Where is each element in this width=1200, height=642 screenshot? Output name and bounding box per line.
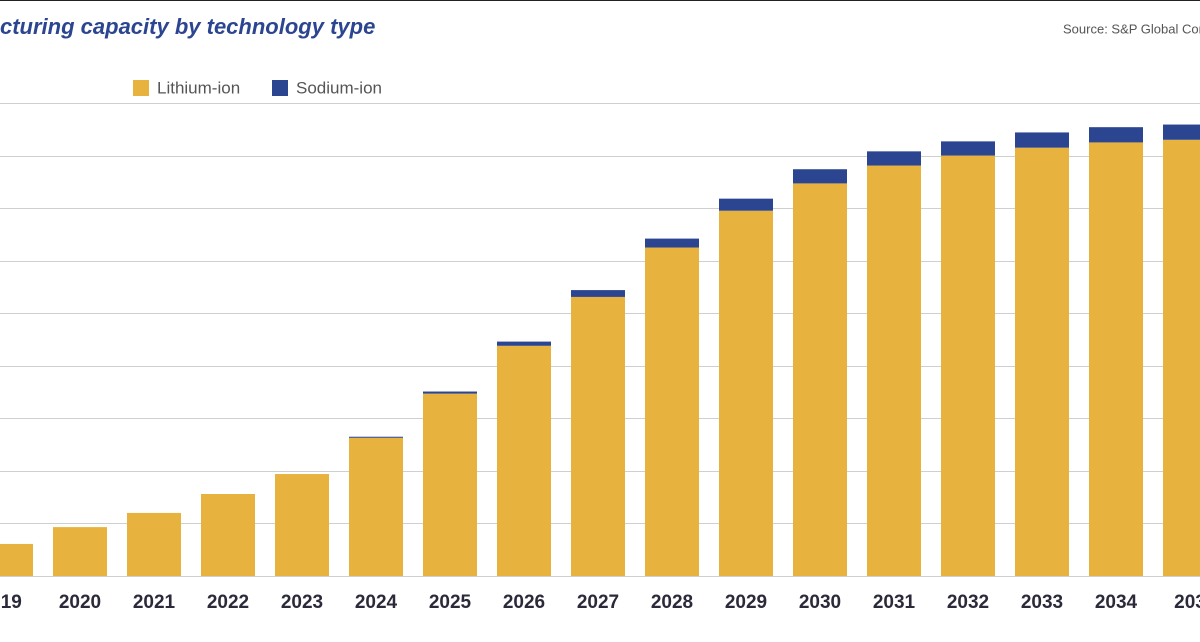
x-tick-label: 019 — [0, 592, 22, 613]
bar-segment — [0, 543, 33, 576]
source: Source: S&P Global Comm — [1063, 21, 1200, 36]
bar-segment — [719, 210, 773, 576]
bar-segment — [201, 494, 255, 576]
x-tick-label: 2023 — [281, 592, 323, 613]
bar-segment — [571, 290, 625, 297]
x-tick-label: 2033 — [1021, 592, 1063, 613]
bar-segment — [645, 247, 699, 576]
bar-segment — [349, 436, 403, 438]
legend-swatch — [133, 80, 149, 96]
bar-segment — [571, 296, 625, 576]
bar-segment — [1015, 132, 1069, 148]
bar-segment — [1089, 127, 1143, 143]
bar-segment — [1015, 147, 1069, 576]
bar-segment — [867, 165, 921, 576]
legend-label: Lithium-ion — [157, 78, 240, 97]
bar-segment — [867, 151, 921, 166]
x-tick-label: 2020 — [59, 592, 101, 613]
bar-segment — [793, 169, 847, 184]
bar-segment — [53, 527, 107, 576]
legend-label: Sodium-ion — [296, 78, 382, 97]
x-tick-label: 203 — [1174, 592, 1200, 613]
chart-title: cturing capacity by technology type — [0, 14, 375, 39]
bar-segment — [1163, 139, 1200, 577]
bar-segment — [1089, 142, 1143, 576]
bar-segment — [645, 238, 699, 248]
bar-segment — [1163, 124, 1200, 140]
bar-segment — [349, 437, 403, 576]
bar-segment — [941, 155, 995, 577]
bar-segment — [423, 393, 477, 576]
x-tick-label: 2026 — [503, 592, 545, 613]
bar-segment — [497, 341, 551, 346]
legend: Lithium-ion Sodium-ion — [133, 78, 382, 97]
x-tick-label: 2031 — [873, 592, 916, 613]
bar-segment — [497, 345, 551, 576]
bar-segment — [275, 474, 329, 576]
legend-swatch — [272, 80, 288, 96]
bars — [0, 124, 1200, 577]
bar-segment — [127, 512, 181, 576]
x-axis: 019 2020 2021 2022 2023 2024 2025 2026 2027 2028 2… — [0, 592, 1200, 613]
x-tick-label: 2028 — [651, 592, 693, 613]
x-tick-label: 2025 — [429, 592, 472, 613]
bar-segment — [941, 141, 995, 156]
x-tick-label: 2032 — [947, 592, 989, 613]
bar-segment — [793, 183, 847, 576]
x-tick-label: 2029 — [725, 592, 767, 613]
x-tick-label: 2030 — [799, 592, 841, 613]
x-tick-label: 2022 — [207, 592, 249, 613]
x-tick-label: 2021 — [133, 592, 176, 613]
bar-segment — [719, 198, 773, 211]
x-tick-label: 2034 — [1095, 592, 1138, 613]
x-tick-label: 2024 — [355, 592, 398, 613]
x-tick-label: 2027 — [577, 592, 619, 613]
bar-segment — [423, 391, 477, 394]
